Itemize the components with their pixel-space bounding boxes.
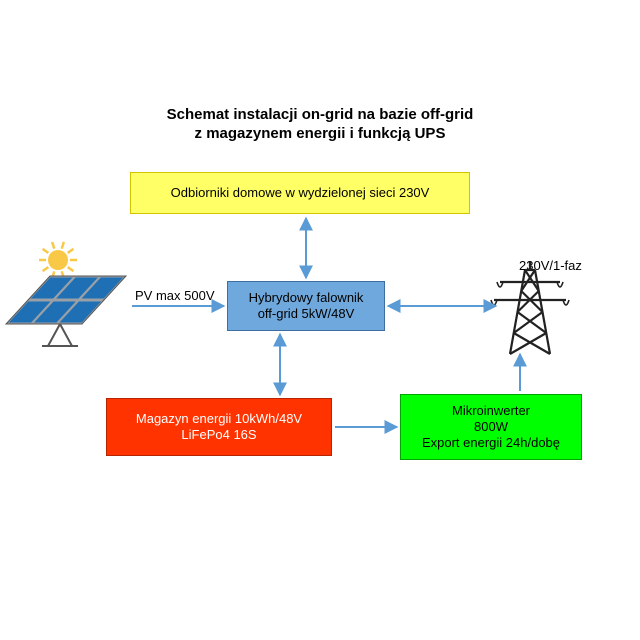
- diagram-title: Schemat instalacji on-grid na bazie off-…: [0, 106, 640, 144]
- node-microinverter-label: Mikroinwerter 800W Export energii 24h/do…: [422, 403, 560, 452]
- node-loads: Odbiorniki domowe w wydzielonej sieci 23…: [130, 172, 470, 214]
- diagram-title-line-1: Schemat instalacji on-grid na bazie off-…: [167, 106, 474, 123]
- node-energy-storage: Magazyn energii 10kWh/48V LiFePo4 16S: [106, 398, 332, 456]
- node-energy-storage-label: Magazyn energii 10kWh/48V LiFePo4 16S: [136, 411, 302, 444]
- solar-panel-icon: [6, 242, 126, 346]
- node-hybrid-inverter: Hybrydowy falownik off-grid 5kW/48V: [227, 281, 385, 331]
- label-grid-voltage: 230V/1-faz: [519, 258, 582, 274]
- diagram-title-line-2: z magazynem energii i funkcją UPS: [195, 125, 446, 142]
- node-microinverter: Mikroinwerter 800W Export energii 24h/do…: [400, 394, 582, 460]
- label-pv-voltage: PV max 500V: [135, 288, 215, 304]
- node-loads-label: Odbiorniki domowe w wydzielonej sieci 23…: [171, 185, 430, 201]
- node-hybrid-inverter-label: Hybrydowy falownik off-grid 5kW/48V: [249, 290, 364, 323]
- power-pylon-icon: [491, 262, 569, 354]
